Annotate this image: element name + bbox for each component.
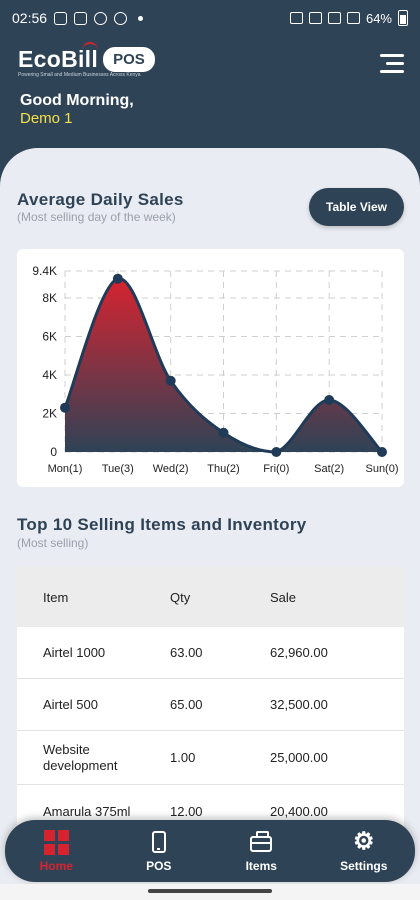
table-header: Item Qty Sale: [17, 567, 404, 627]
nav-settings[interactable]: ⚙ Settings: [319, 828, 409, 874]
nav-home-label: Home: [39, 859, 73, 873]
greeting-text: Good Morning,: [20, 92, 134, 109]
logo-text: EcoBill: [18, 46, 99, 72]
ball-notification-icon: [114, 11, 128, 25]
cell-qty: 12.00: [170, 804, 203, 819]
x-tick-label: Sat(2): [314, 463, 344, 475]
top-items-table: Item Qty Sale Airtel 1000 63.00 62,960.0…: [17, 567, 404, 839]
cell-qty: 65.00: [170, 697, 203, 712]
briefcase-icon: [250, 829, 273, 855]
nav-settings-label: Settings: [340, 859, 388, 873]
cell-item: Airtel 500: [43, 697, 98, 712]
data-point[interactable]: [377, 447, 387, 457]
nav-home[interactable]: Home: [11, 829, 101, 873]
data-point[interactable]: [165, 375, 176, 386]
home-grid-icon: [43, 829, 69, 855]
gallery-notification-icon: [74, 11, 88, 25]
status-bar: 02:56 64%: [0, 0, 420, 36]
data-point[interactable]: [324, 395, 335, 406]
logo-tagline: Powering Small and Medium Businesses Acr…: [18, 72, 141, 78]
y-tick-label: 6K: [42, 329, 57, 343]
signal-icon: [327, 12, 341, 24]
app-header: EcoBill POS Powering Small and Medium Bu…: [0, 38, 420, 148]
home-gesture-handle[interactable]: [148, 889, 272, 893]
sales-chart-card: 0 2K 4K 6K 8K 9.4K Mon(1) Tue(3) Wed(2) Thu(2) Fri…: [17, 249, 404, 487]
y-tick-label: 0: [50, 445, 57, 459]
signal-icon: [346, 12, 360, 24]
gear-icon: ⚙: [352, 828, 375, 855]
menu-line: [380, 54, 404, 57]
sales-section-title: Average Daily Sales: [17, 190, 184, 209]
top-items-subtitle: (Most selling): [17, 536, 89, 550]
logo-accent-icon: [82, 42, 98, 50]
nav-pos-label: POS: [146, 859, 172, 873]
table-row[interactable]: Airtel 500 65.00 32,500.00: [17, 679, 404, 731]
table-row[interactable]: Airtel 1000 63.00 62,960.00: [17, 627, 404, 679]
app-logo: EcoBill POS: [18, 46, 155, 73]
y-tick-label: 8K: [42, 291, 57, 305]
menu-line: [380, 70, 404, 73]
nav-pos[interactable]: POS: [114, 829, 204, 873]
y-tick-label: 2K: [42, 406, 57, 420]
main-content[interactable]: Average Daily Sales (Most selling day of…: [0, 148, 420, 900]
ball-notification-icon: [94, 11, 108, 25]
data-point[interactable]: [271, 447, 282, 457]
cell-qty: 1.00: [170, 750, 196, 765]
x-tick-label: Tue(3): [102, 463, 134, 475]
cell-sale: 32,500.00: [270, 697, 328, 712]
menu-line: [386, 62, 404, 65]
cell-sale: 62,960.00: [270, 645, 328, 660]
x-tick-label: Thu(2): [207, 463, 239, 475]
y-tick-label: 9.4K: [32, 264, 57, 278]
cell-item: Amarula 375ml: [43, 803, 131, 819]
image-notification-icon: [54, 11, 68, 25]
table-view-button[interactable]: Table View: [309, 188, 404, 226]
wifi-icon: [308, 12, 322, 24]
nav-items-label: Items: [245, 859, 277, 873]
username-text: Demo 1: [20, 110, 73, 127]
sales-chart: 0 2K 4K 6K 8K 9.4K Mon(1) Tue(3) Wed(2) Thu(2) Fri…: [32, 264, 398, 475]
data-point[interactable]: [60, 402, 70, 413]
bottom-navigation: Home POS Items ⚙ Settings: [5, 820, 415, 882]
phone-icon: [151, 829, 166, 855]
y-tick-label: 4K: [42, 368, 57, 382]
hamburger-menu-button[interactable]: [380, 54, 404, 73]
top-items-title: Top 10 Selling Items and Inventory: [17, 515, 307, 534]
more-notifications-icon: [138, 15, 144, 21]
battery-percent: 64%: [365, 10, 392, 26]
x-tick-label: Wed(2): [153, 463, 189, 475]
cell-qty: 63.00: [170, 645, 203, 660]
column-header-qty: Qty: [170, 589, 191, 605]
cell-item: Airtel 1000: [43, 645, 106, 660]
status-time: 02:56: [12, 10, 48, 26]
cell-sale: 25,000.00: [270, 750, 328, 765]
x-tick-label: Fri(0): [263, 463, 289, 475]
data-point[interactable]: [218, 427, 229, 438]
column-header-sale: Sale: [270, 589, 297, 605]
battery-icon: [398, 10, 408, 26]
table-row[interactable]: Website development 1.00 25,000.00: [17, 731, 404, 785]
table-row[interactable]: Amarula 375ml 12.00 20,400.00: [17, 785, 404, 839]
alarm-icon: [289, 12, 303, 24]
nav-items[interactable]: Items: [216, 829, 306, 873]
cell-sale: 20,400.00: [270, 804, 328, 819]
column-header-item: Item: [43, 589, 69, 605]
logo-badge: POS: [103, 47, 155, 72]
x-tick-label: Mon(1): [48, 463, 83, 475]
cell-item: Website development: [43, 741, 118, 773]
data-point[interactable]: [112, 273, 123, 284]
x-tick-label: Sun(0): [365, 463, 398, 475]
sales-section-subtitle: (Most selling day of the week): [17, 210, 176, 224]
